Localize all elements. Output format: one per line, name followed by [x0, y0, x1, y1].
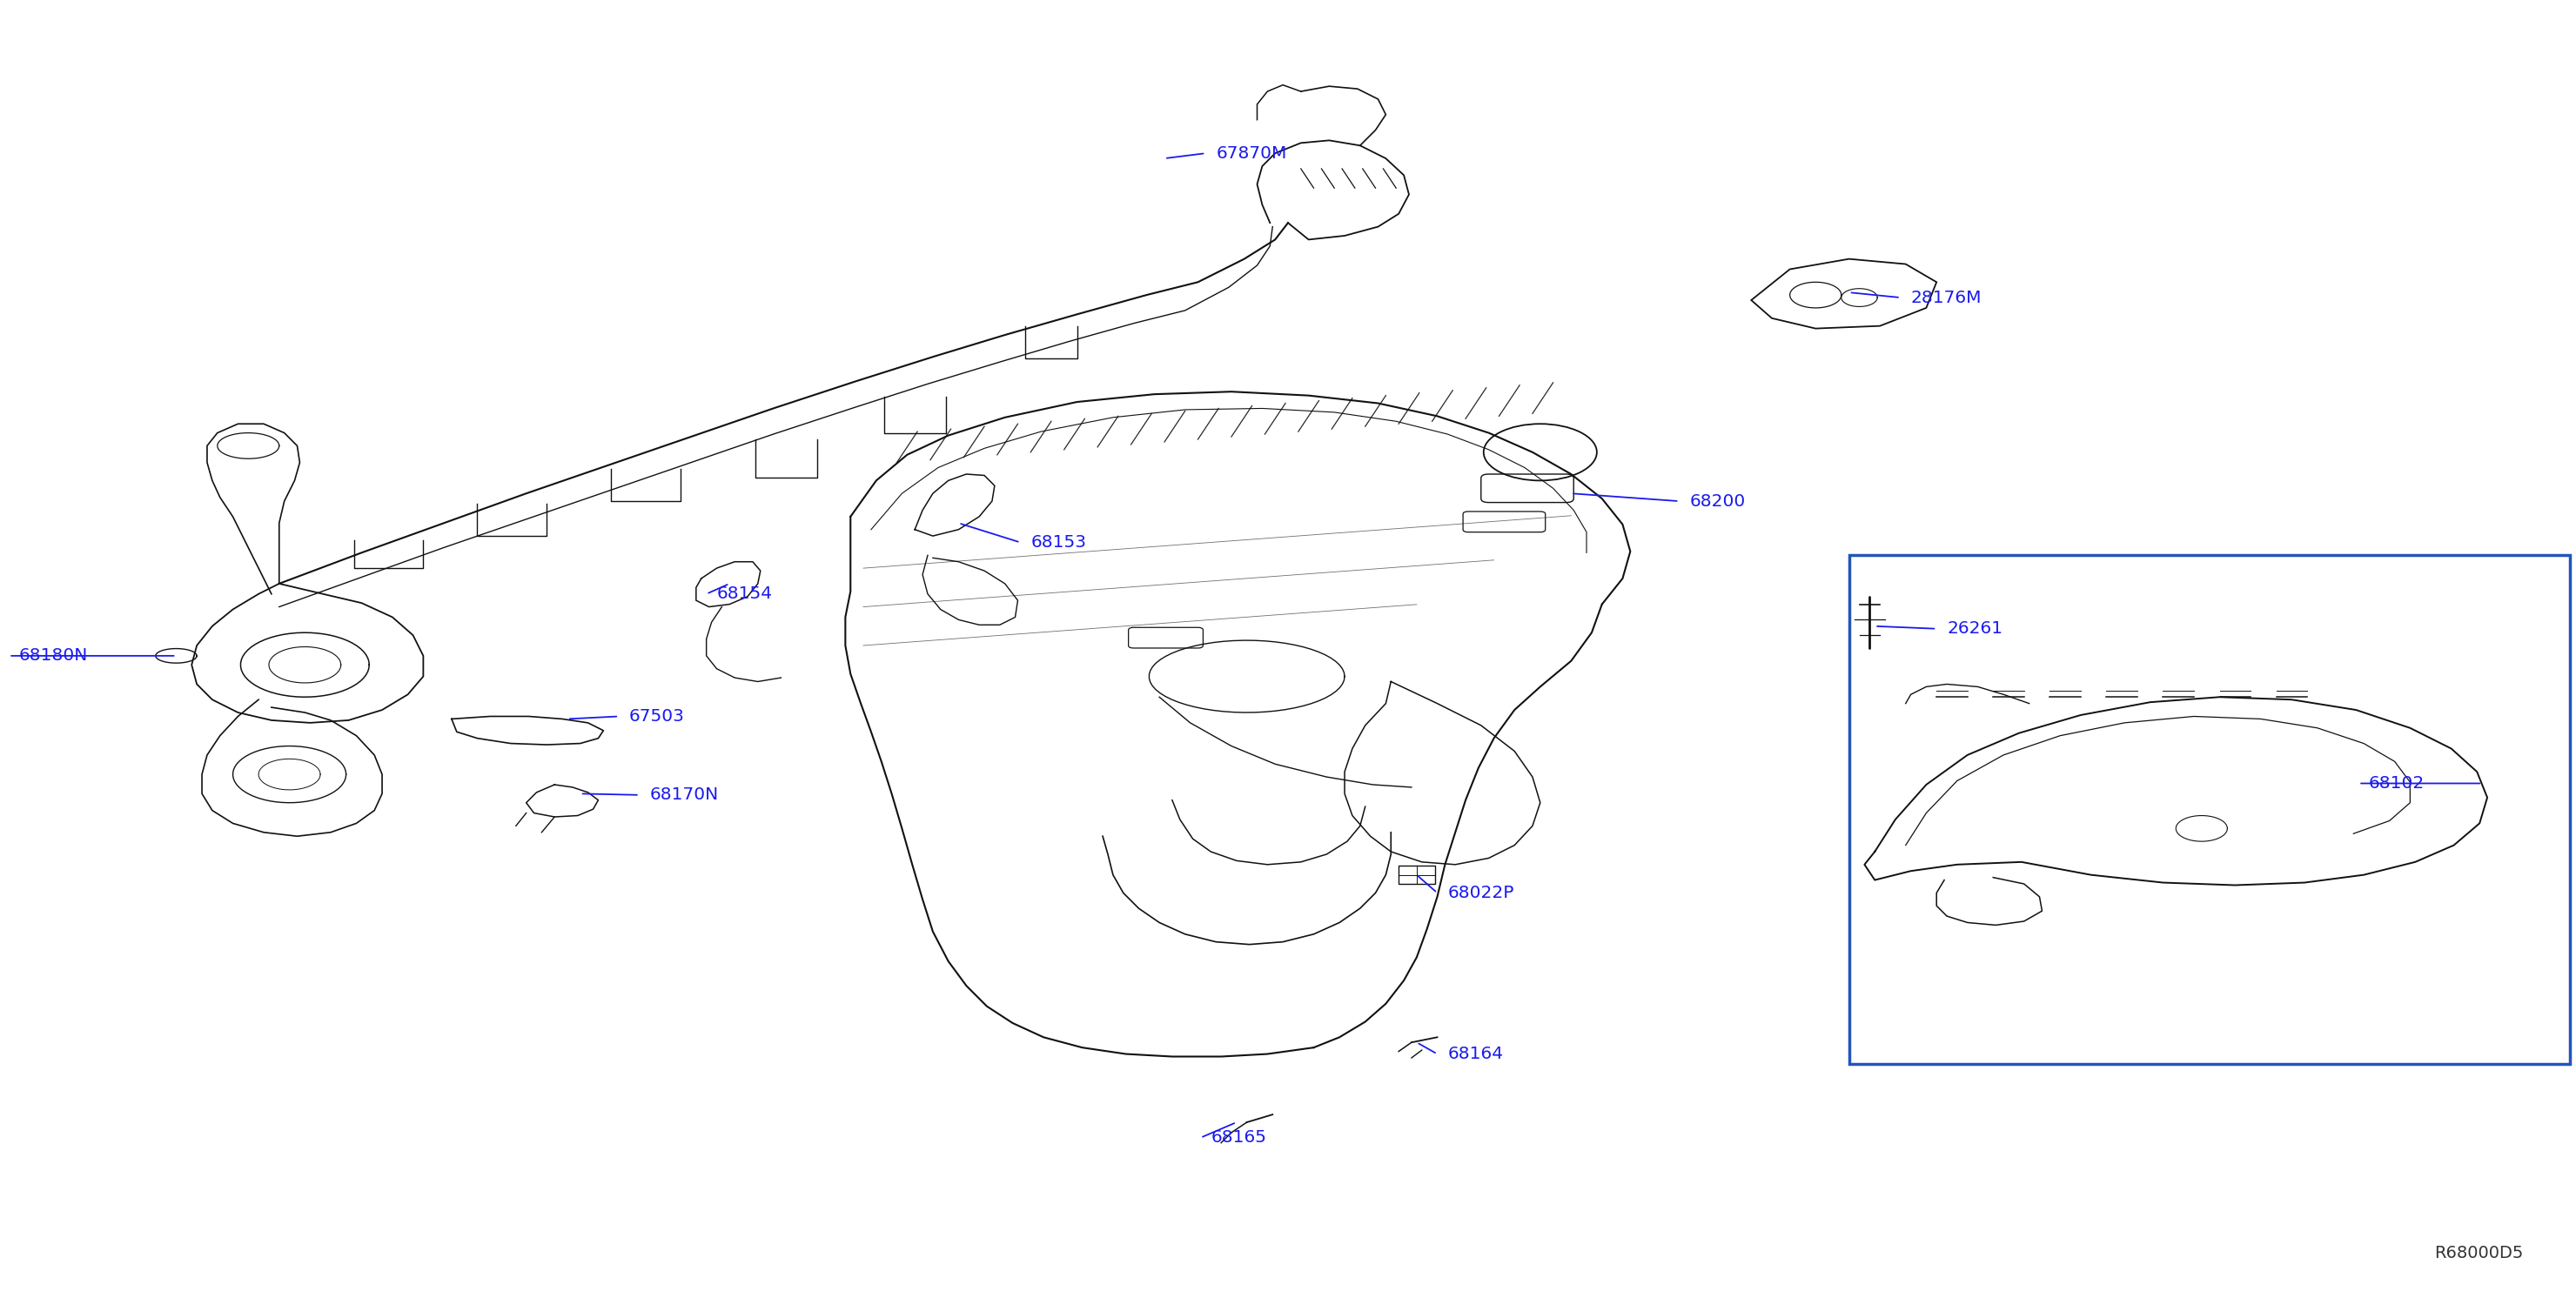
Text: 68022P: 68022P — [1448, 884, 1515, 901]
Text: 68170N: 68170N — [649, 786, 719, 803]
Text: 68154: 68154 — [716, 586, 773, 602]
Text: 68153: 68153 — [1030, 534, 1087, 551]
Text: 26261: 26261 — [1947, 621, 2002, 636]
Text: 68164: 68164 — [1448, 1046, 1504, 1062]
Text: 68165: 68165 — [1211, 1130, 1267, 1146]
Text: 68102: 68102 — [2370, 775, 2424, 791]
Text: 68200: 68200 — [1690, 493, 1747, 510]
Text: 28176M: 28176M — [1911, 289, 1981, 306]
Text: 68180N: 68180N — [18, 648, 88, 664]
Text: 67503: 67503 — [629, 707, 685, 724]
Text: 67870M: 67870M — [1216, 145, 1288, 161]
Bar — [1850, 555, 2571, 1064]
Bar — [1399, 866, 1435, 884]
Text: R68000D5: R68000D5 — [2434, 1245, 2524, 1261]
